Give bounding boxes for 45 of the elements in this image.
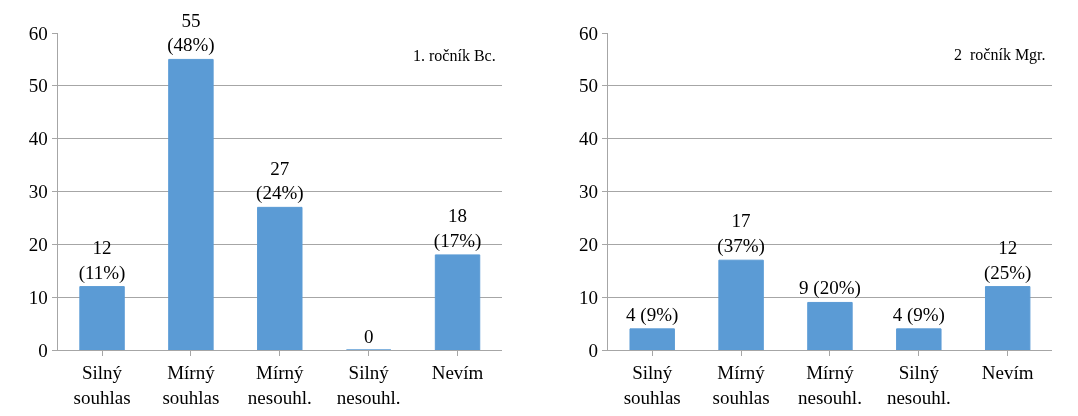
x-tick-label: Silný souhlas xyxy=(623,361,681,408)
data-label: 12 (25%) xyxy=(983,236,1032,284)
bar xyxy=(896,328,942,350)
bar xyxy=(79,286,125,350)
bar xyxy=(984,286,1031,350)
data-label: 27 (24%) xyxy=(256,157,304,205)
data-label: 18 (17%) xyxy=(433,205,482,252)
bar xyxy=(807,301,853,350)
x-tick-label: Silný nesouhl. xyxy=(336,361,401,408)
x-tick-label: Silný souhlas xyxy=(73,361,131,408)
y-tick-label: 40 xyxy=(578,128,598,150)
bar xyxy=(718,259,764,350)
bar xyxy=(168,58,214,350)
y-tick-label: 20 xyxy=(578,233,598,255)
x-tick-label: Silný nesouhl. xyxy=(886,361,951,408)
annotation: 1. ročník Bc. xyxy=(413,47,496,64)
y-tick-label: 10 xyxy=(578,286,598,308)
data-label: 55 (48%) xyxy=(167,9,215,57)
y-tick-label: 60 xyxy=(28,22,48,44)
x-tick-label: Nevím xyxy=(431,361,484,383)
y-tick-label: 30 xyxy=(578,181,598,203)
y-tick-label: 50 xyxy=(578,75,598,97)
y-tick-label: 0 xyxy=(588,339,598,361)
y-tick-label: 10 xyxy=(28,286,48,308)
x-tick-label: Mírný souhlas xyxy=(162,361,220,408)
y-tick-label: 60 xyxy=(578,22,598,44)
bar xyxy=(257,206,303,350)
data-label: 4 (9%) xyxy=(626,303,679,326)
y-tick-label: 20 xyxy=(28,233,48,255)
bar xyxy=(434,254,481,350)
x-tick-label: Mírný nesouhl. xyxy=(247,361,312,408)
y-tick-label: 40 xyxy=(28,128,48,150)
y-tick-label: 50 xyxy=(28,75,48,97)
y-tick-label: 30 xyxy=(28,181,48,203)
x-tick-label: Nevím xyxy=(981,361,1034,383)
bar xyxy=(629,328,675,350)
x-tick-label: Mírný nesouhl. xyxy=(798,361,862,408)
data-label: 9 (20%) xyxy=(799,277,861,300)
data-label: 12 (11%) xyxy=(78,236,126,284)
x-tick-label: Mírný souhlas xyxy=(712,361,770,408)
data-label: 17 (37%) xyxy=(717,210,765,258)
data-label: 0 xyxy=(363,326,374,347)
y-tick-label: 0 xyxy=(38,339,48,361)
data-label: 4 (9%) xyxy=(892,303,945,326)
annotation: 2 ročník Mgr. xyxy=(954,46,1046,64)
